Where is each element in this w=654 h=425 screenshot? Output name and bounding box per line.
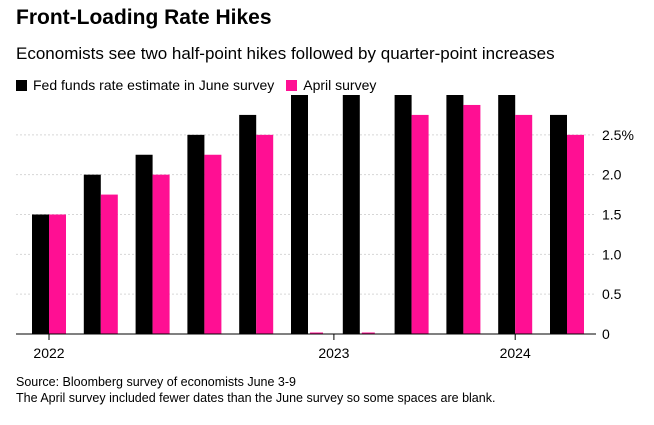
bar-april [567,134,584,334]
legend: Fed funds rate estimate in June survey A… [16,76,388,94]
bar-april [204,154,222,334]
y-tick-label: 2.5% [602,127,634,143]
source-note: Source: Bloomberg survey of economists J… [16,375,296,389]
bar-april [49,214,66,334]
bar-june [498,95,516,334]
bar-june [187,134,205,334]
bar-june [83,174,101,334]
bar-june [135,154,153,334]
x-tick-label: 2023 [318,345,349,361]
y-tick-label: 1.0 [602,246,622,262]
y-tick-label: 0 [602,326,610,342]
legend-swatch-june [16,79,27,91]
bar-june [394,95,412,334]
bar-june [550,114,567,335]
legend-item-june: Fed funds rate estimate in June survey [16,77,274,93]
legend-item-april: April survey [286,77,376,93]
bar-june [342,95,360,334]
chart-title: Front-Loading Rate Hikes [16,6,272,29]
y-tick-label: 1.5 [602,207,622,223]
footer: Source: Bloomberg survey of economists J… [16,374,495,406]
y-tick-label: 2.0 [602,167,622,183]
bar-april [256,134,274,334]
legend-label-june: Fed funds rate estimate in June survey [33,77,275,93]
legend-label-april: April survey [303,77,377,93]
bar-april [100,194,118,334]
legend-swatch-april [286,79,298,91]
bar-june [239,114,257,335]
chart-subtitle: Economists see two half-point hikes foll… [16,44,555,63]
bar-june [291,95,308,334]
x-tick-label: 2024 [500,345,531,361]
bar-april [152,174,170,334]
bar-april [515,114,533,335]
bar-june [32,214,49,334]
x-tick-label: 2022 [33,345,64,361]
bar-april [463,104,481,334]
y-tick-label: 0.5 [602,286,622,302]
bar-april [411,114,429,335]
blank-spaces-note: The April survey included fewer dates th… [16,391,496,405]
bar-june [446,95,464,334]
